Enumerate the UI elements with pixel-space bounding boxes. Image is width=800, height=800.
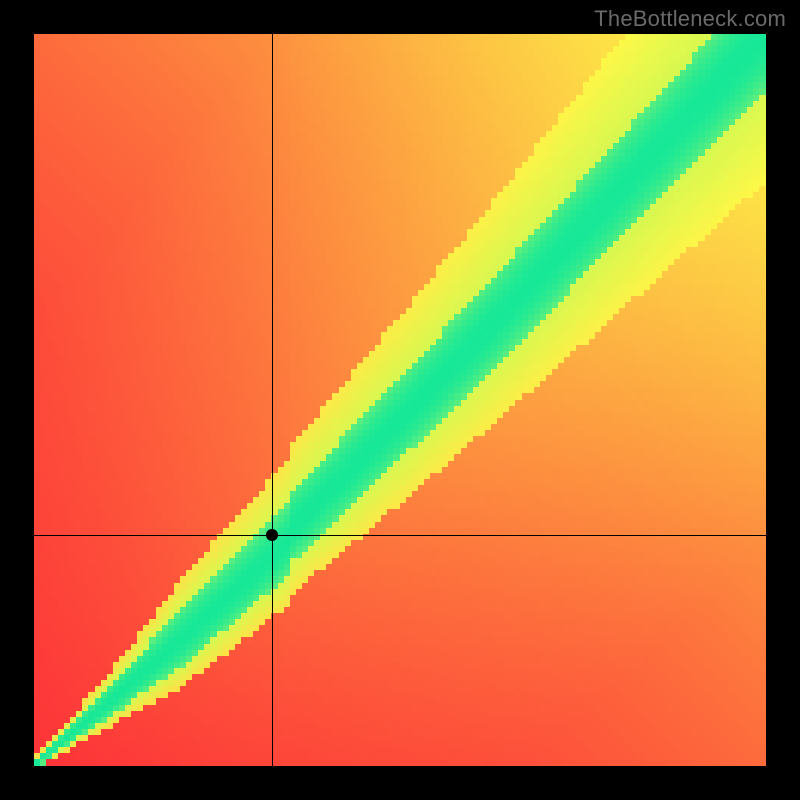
plot-area bbox=[34, 34, 766, 766]
heatmap-canvas bbox=[34, 34, 766, 766]
crosshair-vertical bbox=[272, 34, 273, 766]
crosshair-horizontal bbox=[34, 535, 766, 536]
marker-dot bbox=[266, 529, 278, 541]
watermark-text: TheBottleneck.com bbox=[594, 6, 786, 32]
